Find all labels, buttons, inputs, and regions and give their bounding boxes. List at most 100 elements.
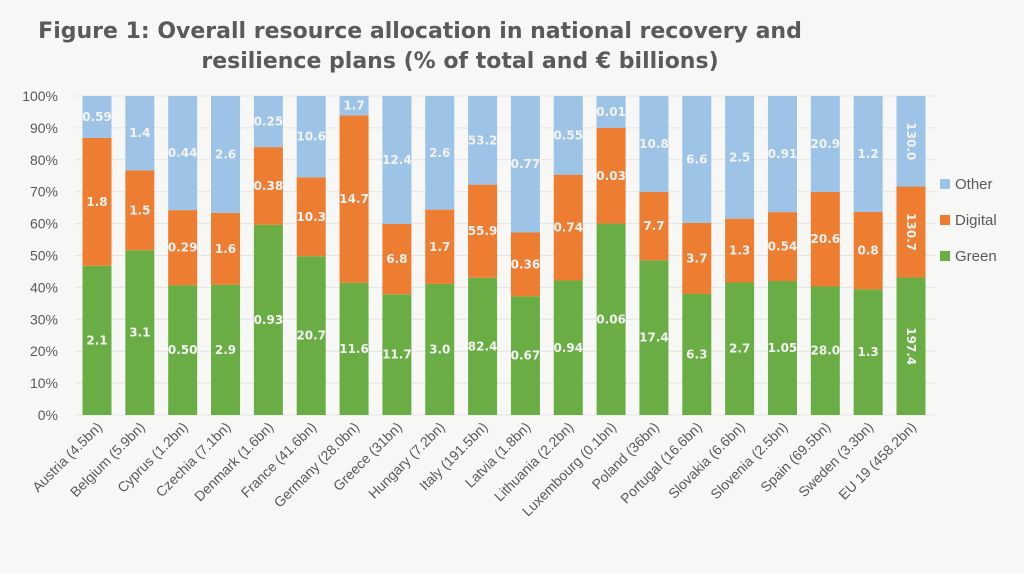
- y-tick-label: 0%: [38, 407, 58, 423]
- bar-segment-digital: [810, 191, 840, 287]
- bar-segment-other: [125, 96, 155, 171]
- bar-segment-green: [896, 277, 926, 415]
- y-tick-label: 10%: [30, 375, 58, 391]
- legend-swatch-digital: [940, 215, 950, 225]
- y-tick-label: 60%: [30, 216, 58, 232]
- bar-segment-other: [725, 96, 755, 219]
- bar-segment-green: [168, 285, 198, 415]
- bar-segment-other: [382, 96, 412, 225]
- bar-segment-digital: [725, 218, 755, 283]
- legend-label-digital: Digital: [955, 212, 997, 229]
- y-tick-label: 20%: [30, 343, 58, 359]
- data-label-green: 2.7: [729, 342, 750, 356]
- data-label-digital: 1.7: [429, 240, 450, 254]
- data-label-digital: 20.6: [811, 232, 841, 246]
- legend-label-other: Other: [955, 176, 993, 193]
- data-label-green: 17.4: [639, 331, 669, 345]
- data-label-digital: 1.5: [129, 203, 150, 217]
- bar-segment-other: [468, 96, 498, 185]
- data-label-digital: 1.6: [215, 242, 236, 256]
- bar-segment-other: [296, 96, 326, 178]
- bar-segment-green: [553, 280, 583, 415]
- bar-segment-digital: [767, 212, 797, 282]
- x-tick-label: Lithuania (2.2bn): [491, 419, 577, 505]
- data-label-other: 12.4: [382, 153, 412, 167]
- bar-segment-green: [853, 289, 883, 415]
- legend-label-green: Green: [955, 248, 997, 265]
- data-label-green: 82.4: [468, 339, 498, 353]
- x-tick-label: Slovenia (2.5bn): [707, 419, 790, 502]
- bar-segment-digital: [168, 210, 198, 286]
- x-tick-label: France (41.6bn): [238, 419, 320, 501]
- data-label-other: 10.8: [639, 137, 669, 151]
- data-label-green: 6.3: [686, 347, 707, 361]
- bar-segment-green: [82, 265, 112, 415]
- data-label-digital: 0.8: [858, 244, 879, 258]
- data-label-other: 2.6: [429, 146, 450, 160]
- bar-segment-digital: [425, 209, 455, 284]
- data-label-digital: 1.8: [86, 195, 107, 209]
- bar-segment-green: [339, 282, 369, 415]
- data-label-other: 2.6: [215, 147, 236, 161]
- data-label-digital: 130.7: [904, 213, 918, 251]
- data-label-green: 197.4: [904, 327, 918, 365]
- bar-segment-other: [553, 96, 583, 175]
- bar-segment-digital: [82, 137, 112, 266]
- chart-title-line-1: Figure 1: Overall resource allocation in…: [38, 19, 802, 44]
- data-label-green: 20.7: [296, 329, 326, 343]
- y-tick-label: 100%: [22, 88, 58, 104]
- data-label-other: 0.44: [168, 146, 198, 160]
- bar-segment-other: [596, 96, 626, 128]
- bar-segment-green: [211, 284, 241, 415]
- bar-segment-green: [296, 256, 326, 415]
- data-label-green: 1.3: [858, 345, 879, 359]
- y-tick-label: 90%: [30, 120, 58, 136]
- data-label-digital: 0.54: [768, 240, 798, 254]
- data-label-digital: 14.7: [339, 192, 369, 206]
- data-label-digital: 3.7: [686, 251, 707, 265]
- bar-segment-digital: [382, 224, 412, 295]
- x-tick-label: Hungary (7.2bn): [365, 419, 448, 502]
- data-label-other: 1.2: [858, 147, 879, 161]
- bar-segment-other: [211, 96, 241, 213]
- bar-segment-digital: [253, 147, 283, 225]
- x-tick-label: Czechia (7.1bn): [152, 419, 233, 500]
- data-label-green: 11.7: [382, 348, 412, 362]
- data-label-green: 0.67: [511, 349, 541, 363]
- data-label-other: 0.77: [511, 157, 541, 171]
- bar-segment-other: [853, 96, 883, 212]
- bar-segment-other: [767, 96, 797, 213]
- bar-segment-other: [425, 96, 455, 210]
- bar-segment-green: [596, 223, 626, 415]
- bar-segment-digital: [596, 127, 626, 224]
- data-label-green: 0.50: [168, 343, 198, 357]
- bar-segment-green: [682, 293, 712, 415]
- bar-segment-other: [168, 96, 198, 211]
- bar-segment-green: [510, 296, 540, 415]
- bar-segment-other: [339, 96, 369, 116]
- y-tick-label: 40%: [30, 279, 58, 295]
- bar-segment-other: [896, 96, 926, 187]
- data-label-green: 3.1: [129, 326, 150, 340]
- data-label-digital: 0.03: [596, 169, 626, 183]
- data-label-digital: 6.8: [386, 252, 407, 266]
- data-label-green: 1.05: [768, 341, 798, 355]
- bar-segment-green: [125, 250, 155, 415]
- x-tick-label: Sweden (3.3bn): [795, 419, 876, 500]
- y-tick-label: 70%: [30, 184, 58, 200]
- bar-segment-digital: [339, 115, 369, 283]
- y-tick-label: 30%: [30, 311, 58, 327]
- bar-segment-green: [468, 277, 498, 415]
- bar-segment-digital: [125, 170, 155, 251]
- data-label-other: 0.01: [596, 105, 626, 119]
- data-label-other: 53.2: [468, 133, 498, 147]
- data-label-digital: 55.9: [468, 224, 498, 238]
- data-label-other: 20.9: [811, 137, 841, 151]
- legend-swatch-other: [940, 179, 950, 189]
- data-label-digital: 0.38: [254, 179, 284, 193]
- data-label-other: 130.0: [904, 122, 918, 160]
- data-label-green: 0.93: [254, 313, 284, 327]
- data-label-green: 0.06: [596, 312, 626, 326]
- bar-segment-green: [382, 294, 412, 415]
- data-label-green: 3.0: [429, 342, 450, 356]
